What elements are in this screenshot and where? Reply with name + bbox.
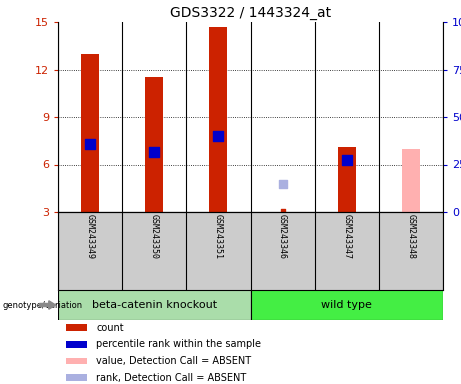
Text: genotype/variation: genotype/variation xyxy=(2,301,83,310)
Bar xyxy=(338,147,356,212)
Text: GSM243346: GSM243346 xyxy=(278,214,287,259)
Text: value, Detection Call = ABSENT: value, Detection Call = ABSENT xyxy=(96,356,252,366)
Text: GSM243351: GSM243351 xyxy=(214,214,223,259)
Bar xyxy=(66,341,87,348)
Text: percentile rank within the sample: percentile rank within the sample xyxy=(96,339,261,349)
Bar xyxy=(209,27,227,212)
Text: rank, Detection Call = ABSENT: rank, Detection Call = ABSENT xyxy=(96,372,247,382)
Bar xyxy=(66,374,87,381)
Point xyxy=(279,180,286,187)
Point xyxy=(279,208,286,214)
Text: beta-catenin knockout: beta-catenin knockout xyxy=(92,300,217,310)
Bar xyxy=(66,324,87,331)
Text: GSM243347: GSM243347 xyxy=(342,214,351,259)
Bar xyxy=(402,149,420,212)
Text: GSM243350: GSM243350 xyxy=(150,214,159,259)
Text: GSM243349: GSM243349 xyxy=(86,214,95,259)
Point xyxy=(86,141,94,147)
Bar xyxy=(81,54,99,212)
Point xyxy=(151,149,158,155)
Bar xyxy=(58,290,250,320)
Text: wild type: wild type xyxy=(321,300,372,310)
Point xyxy=(215,133,222,139)
Bar xyxy=(250,290,443,320)
Bar xyxy=(145,78,163,212)
Title: GDS3322 / 1443324_at: GDS3322 / 1443324_at xyxy=(170,6,331,20)
Text: GSM243348: GSM243348 xyxy=(407,214,415,259)
Text: count: count xyxy=(96,323,124,333)
Point xyxy=(343,157,350,163)
Bar xyxy=(66,358,87,364)
